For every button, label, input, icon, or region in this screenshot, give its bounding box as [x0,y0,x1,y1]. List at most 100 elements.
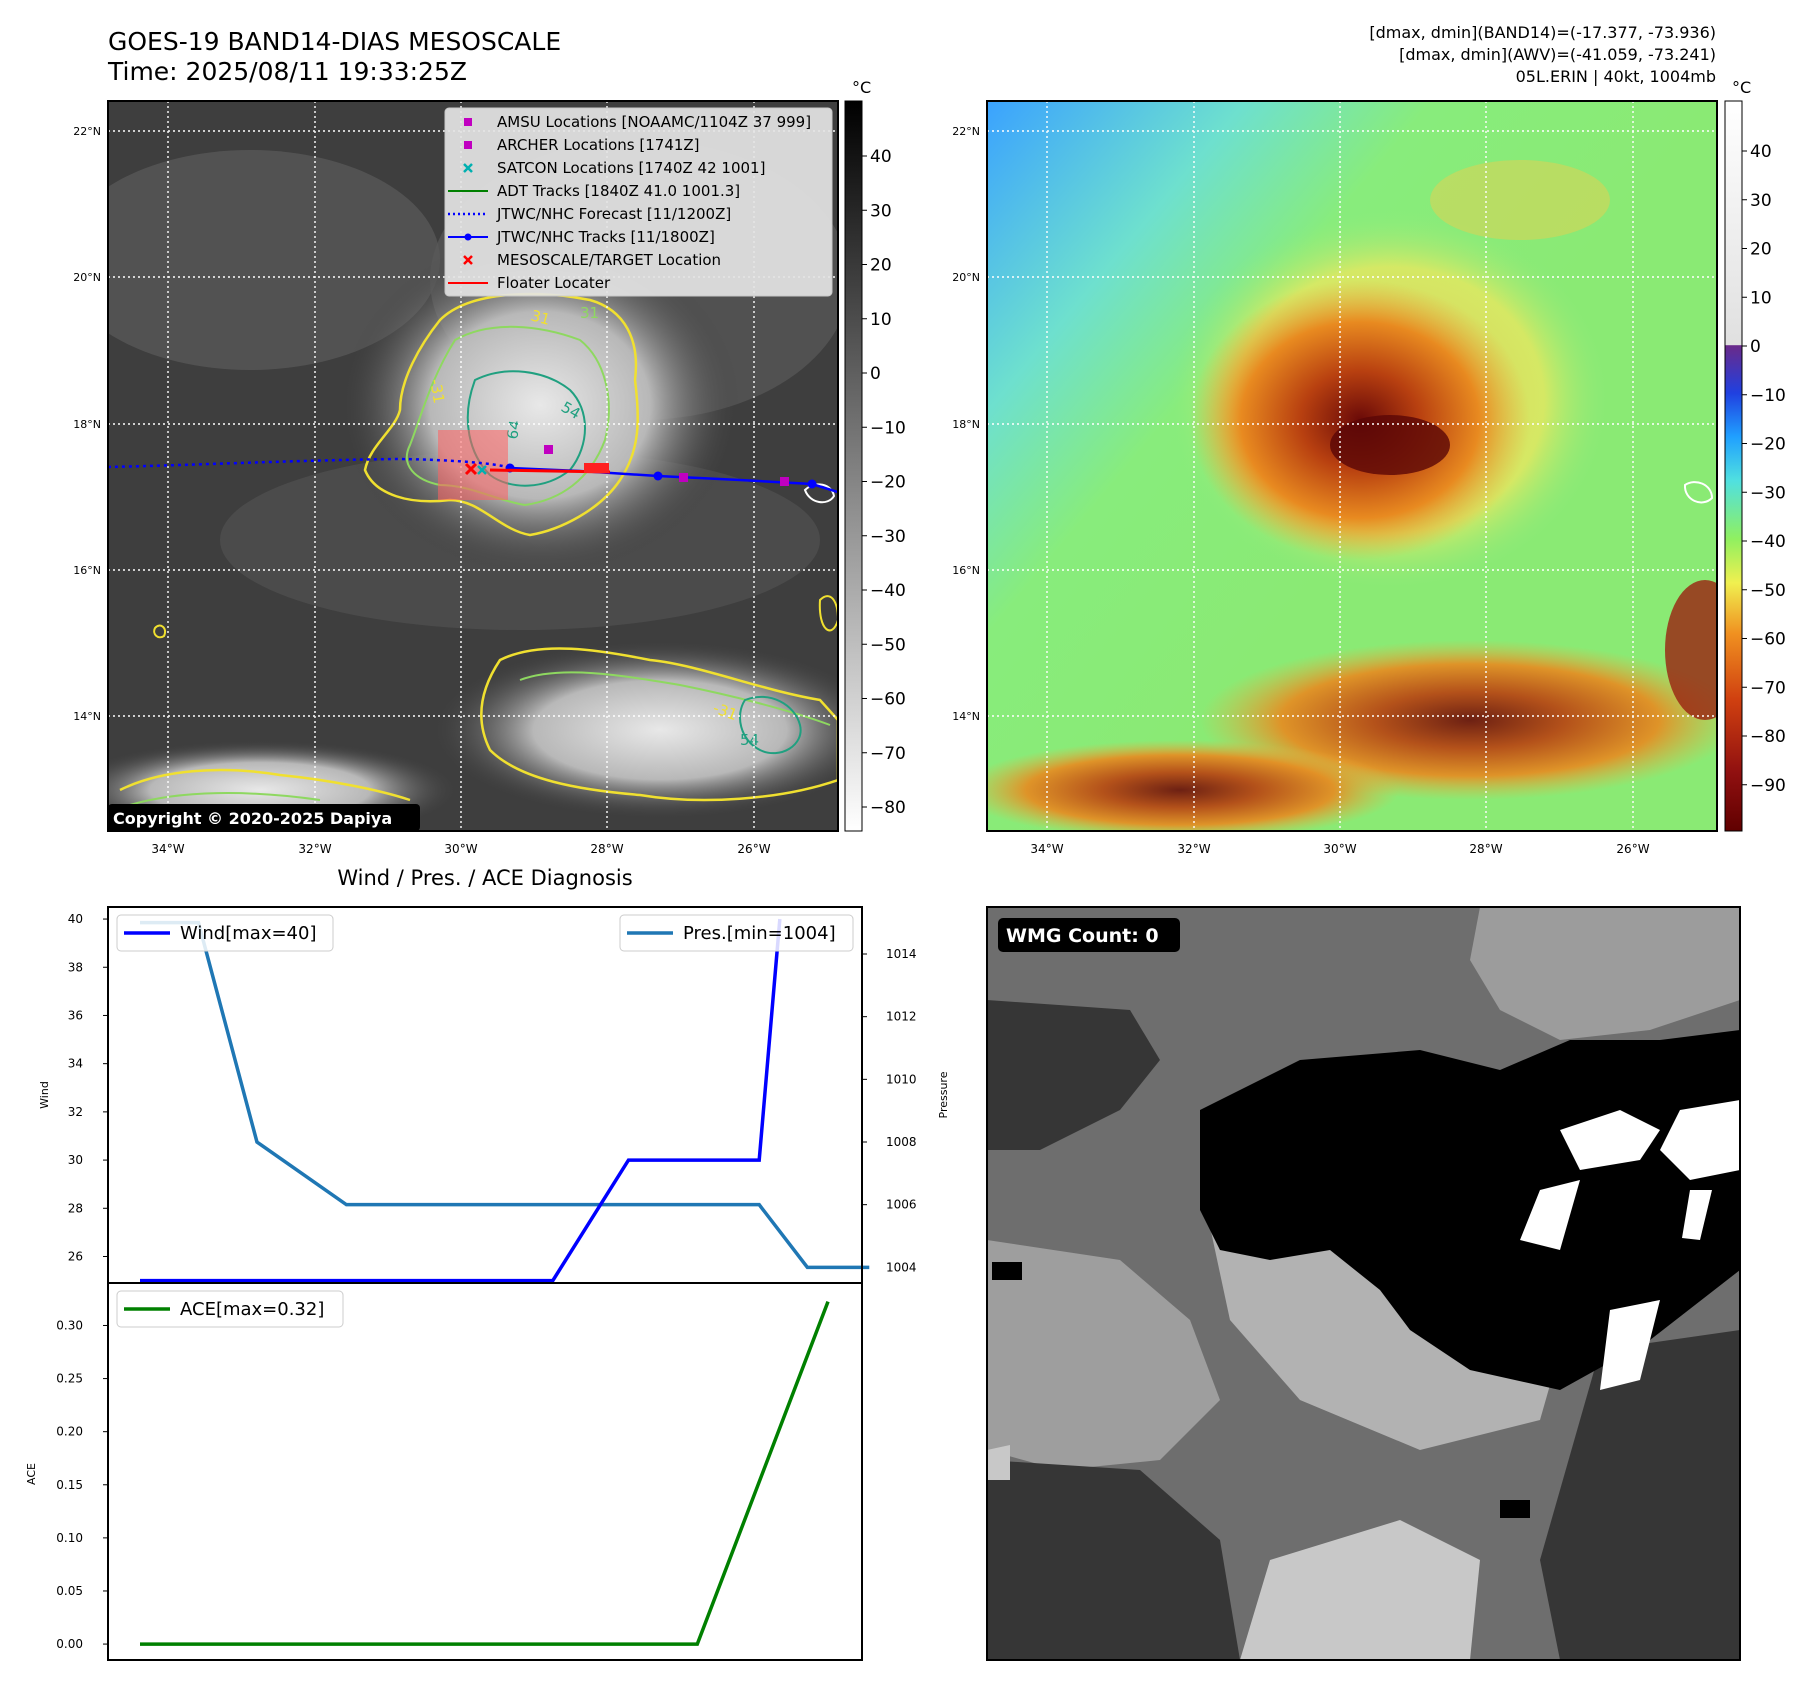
enh-map-frame [986,100,1718,832]
colorbar-tick-label: −30 [870,527,906,547]
lon-label: 30°W [1323,842,1356,856]
wind-tick-label: 30 [68,1153,83,1167]
legend-label: JTWC/NHC Tracks [11/1800Z] [496,228,715,246]
colorbar-tick-label: 10 [1750,288,1772,308]
enh-lon-labels: 34°W 32°W 30°W 28°W 26°W [1030,842,1649,856]
pressure-legend-label: Pres.[min=1004] [683,923,836,944]
colorbar-tick-label: 0 [870,364,881,384]
colorbar-tick-label: 20 [1750,240,1772,260]
colorbar-tick-label: −20 [870,473,906,493]
contour-label: -31 [426,378,448,405]
wind-tick-label: 32 [68,1105,83,1119]
ace-ylabel: ACE [25,1463,38,1485]
ir-colorbar-ticks: 40 30 20 10 0 −10 −20 −30 −40 −50 −60 −70 −80 [862,147,906,818]
enh-gridlines [987,101,1717,831]
map-legend: AMSU Locations [NOAAMC/1104Z 37 999] ARCH… [444,107,833,297]
info-band14: [dmax, dmin](BAND14)=(-17.377, -73.936) [1369,23,1716,42]
legend-marker [464,118,472,126]
colorbar-tick-label: 30 [1750,191,1772,211]
lat-label: 16°N [952,564,980,577]
ir-map-frame [107,100,839,832]
legend-item: MESOSCALE/TARGET Location [463,251,721,269]
colorbar-tick-label: −30 [1750,483,1786,503]
wind-pressure-plot: 40 38 36 34 32 30 28 26 1014 1012 1010 1008 1006 1004 [68,912,917,1283]
legend-marker [464,141,472,149]
pressure-tick-label: 1004 [886,1260,917,1274]
wmg-count-badge [998,918,1180,952]
lon-label: 32°W [1177,842,1210,856]
colorbar-tick-label: −90 [1750,776,1786,796]
info-storm: 05L.ERIN | 40kt, 1004mb [1516,67,1716,86]
pressure-tick-label: 1006 [886,1198,917,1212]
pressure-tick-label: 1010 [886,1072,917,1086]
legend-item: ADT Tracks [1840Z 41.0 1001.3] [448,182,740,200]
legend-label: SATCON Locations [1740Z 42 1001] [497,159,765,177]
lat-label: 16°N [73,564,101,577]
wmg-map [987,907,1740,1660]
forecast-track [108,457,511,470]
ir-colorbar-unit: °C [852,78,871,97]
track-point [807,479,817,489]
colorbar-tick-label: 40 [1750,142,1772,162]
floater-locater-box [584,463,609,473]
ace-legend-label: ACE[max=0.32] [180,1299,324,1320]
ir-contour-green [405,325,610,507]
colorbar-tick-label: −10 [870,418,906,438]
lon-label: 28°W [590,842,623,856]
legend-label: MESOSCALE/TARGET Location [497,251,721,269]
legend-marker [463,255,473,265]
colorbar-tick-label: −50 [1750,581,1786,601]
legend-item: AMSU Locations [NOAAMC/1104Z 37 999] [464,113,811,131]
lat-label: 18°N [73,418,101,431]
ir-tracks [108,430,838,500]
ir-lon-labels: 34°W 32°W 30°W 28°W 26°W [151,842,770,856]
colorbar-tick-label: 10 [870,310,892,330]
contour-label: 31 [529,306,552,328]
contour-label: 54 [740,731,759,749]
ace-tick-label: 0.10 [56,1531,83,1545]
legend-item: ARCHER Locations [1741Z] [464,136,700,154]
ace-line [140,1300,830,1646]
legend-label: ADT Tracks [1840Z 41.0 1001.3] [497,182,740,200]
colorbar-tick-label: −60 [1750,630,1786,650]
archer-marker [679,473,688,482]
lon-label: 30°W [444,842,477,856]
copyright-text: Copyright © 2020-2025 Dapiya [113,809,392,828]
wind-tick-label: 34 [68,1057,83,1071]
figure-time: Time: 2025/08/11 19:33:25Z [107,57,467,86]
wind-legend: Wind[max=40] [116,914,334,952]
wind-tick-label: 36 [68,1008,83,1022]
legend-label: JTWC/NHC Forecast [11/1200Z] [496,205,731,223]
satcon-marker [477,465,487,475]
pressure-ylabel: Pressure [937,1071,950,1118]
pressure-tick-label: 1014 [886,947,917,961]
ace-tick-label: 0.20 [56,1425,83,1439]
legend-item: JTWC/NHC Tracks [11/1800Z] [448,228,715,246]
lon-label: 34°W [1030,842,1063,856]
wind-tick-label: 28 [68,1201,83,1215]
pressure-legend: Pres.[min=1004] [619,914,854,952]
legend-item: Floater Locater [448,274,611,292]
lon-label: 32°W [298,842,331,856]
colorbar-tick-label: −80 [870,798,906,818]
ir-south-cloud [430,640,838,820]
wind-tick-label: 40 [68,912,83,926]
wind-axes-frame [107,906,863,1284]
colorbar-tick-label: 20 [870,256,892,276]
ir-contour-yellow [363,292,639,537]
pressure-tick-label: 1008 [886,1135,917,1149]
colorbar-tick-label: 0 [1750,337,1761,357]
mesoscale-target-marker [464,462,478,476]
wind-line [140,918,782,1283]
wmg-frame [986,906,1741,1661]
enh-colorbar-ticks: 40 30 20 10 0 −10 −20 −30 −40 −50 −60 −70 −80 −90 [1742,142,1786,796]
wmg-count-label: WMG Count: 0 [1006,925,1159,947]
amsu-marker [544,445,553,454]
legend-label: ARCHER Locations [1741Z] [497,136,700,154]
wind-legend-label: Wind[max=40] [180,923,317,944]
colorbar-tick-label: −70 [870,744,906,764]
pressure-line [140,920,870,1270]
lat-label: 18°N [952,418,980,431]
info-awv: [dmax, dmin](AWV)=(-41.059, -73.241) [1399,45,1716,64]
legend-label: AMSU Locations [NOAAMC/1104Z 37 999] [497,113,811,131]
